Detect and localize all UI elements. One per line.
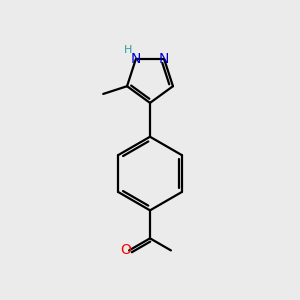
- Text: N: N: [130, 52, 141, 66]
- Text: O: O: [120, 243, 131, 257]
- Text: N: N: [159, 52, 169, 66]
- Text: H: H: [123, 45, 132, 55]
